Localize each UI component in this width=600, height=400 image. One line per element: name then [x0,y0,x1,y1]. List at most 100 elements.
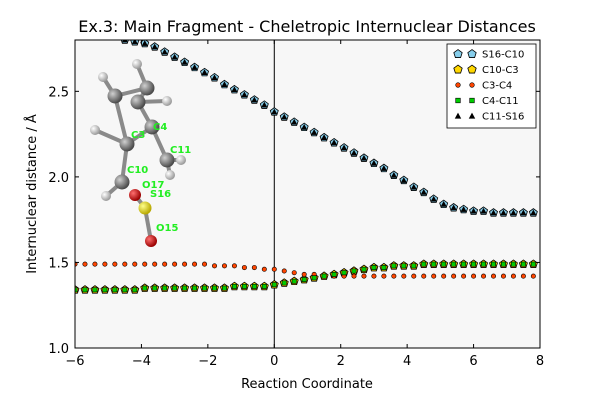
data-point [430,195,437,202]
data-point [500,273,506,279]
legend-marker [469,97,475,104]
legend-marker [469,82,475,88]
legend-marker [454,112,462,119]
data-point [470,207,477,214]
molecule-atom [101,191,111,201]
atom-label: C11 [170,145,191,156]
legend-label: C10-C3 [482,65,519,76]
data-point [301,124,308,130]
data-point [281,268,287,274]
data-point [451,261,457,267]
data-point [162,261,168,267]
data-point [480,207,487,214]
data-point [122,261,128,267]
x-tick-label: −6 [65,354,84,369]
legend-marker [455,97,461,104]
data-point [381,273,387,279]
data-point [161,48,168,55]
data-point [251,96,258,103]
data-point [241,265,247,271]
data-point [500,209,507,216]
data-point [182,285,188,291]
x-tick-label: 6 [469,354,477,369]
x-axis-title: Reaction Coordinate [241,377,373,392]
data-point [182,261,188,267]
data-point [261,101,268,108]
data-point [331,271,337,277]
data-point [231,86,238,93]
data-point [351,268,357,274]
x-tick-label: 0 [270,354,278,369]
molecule-bond [113,94,129,146]
data-point [212,285,218,291]
data-point [291,270,297,276]
molecule-atom [138,201,152,215]
molecule-atom [130,94,146,110]
molecule-atom [176,155,186,165]
plot-clip-group [75,40,538,348]
molecule-atom [162,96,172,106]
data-point [321,273,327,279]
data-point [202,285,208,291]
atom-label: C4 [153,122,167,133]
legend-marker [455,82,461,88]
y-tick-label: 1.0 [48,342,69,357]
data-point [341,270,347,276]
data-point [132,287,138,293]
data-point [301,271,307,277]
molecule-atom [139,80,155,96]
data-point [391,263,397,269]
data-point [381,265,387,271]
data-point [351,273,357,279]
data-point [281,113,288,120]
data-point [221,285,227,291]
y-tick-label: 2.5 [48,85,69,100]
data-point [510,273,516,279]
y-tick-label: 1.5 [48,256,69,271]
legend-box [446,43,537,129]
data-point [361,273,367,279]
series-c3-c4 [75,261,536,279]
data-point [192,285,198,291]
data-point [271,266,277,272]
data-point [172,261,178,267]
data-point [520,209,527,216]
atom-label: O17 [142,180,164,191]
data-point [122,287,128,293]
data-point [82,261,88,267]
data-point [441,261,447,267]
data-point [420,189,427,195]
data-point [421,273,427,279]
y-tick-label: 2.0 [48,171,69,186]
series-c11-s16 [121,40,537,216]
molecule-atom [107,88,123,104]
molecule-atom [98,72,108,82]
data-point [301,277,307,283]
data-point [471,261,477,267]
atom-label: C10 [127,165,148,176]
data-point [401,273,407,279]
data-point [251,283,257,289]
data-point [500,261,506,267]
data-point [251,265,257,271]
x-tick-label: 2 [337,354,345,369]
data-point [82,287,88,293]
data-point [171,53,178,60]
data-point [411,273,417,279]
data-point [490,273,496,279]
data-point [321,134,328,141]
legend-label: S16-C10 [482,50,524,61]
data-point [380,165,387,171]
data-point [361,266,367,272]
data-point [451,273,457,279]
legend-marker [467,64,477,74]
data-point [271,108,278,115]
data-point [92,261,98,267]
data-point [241,91,248,98]
data-point [152,285,158,291]
x-tick-label: −4 [132,354,151,369]
data-point [281,280,287,286]
data-point [261,266,267,272]
x-tick-label: 4 [403,354,411,369]
